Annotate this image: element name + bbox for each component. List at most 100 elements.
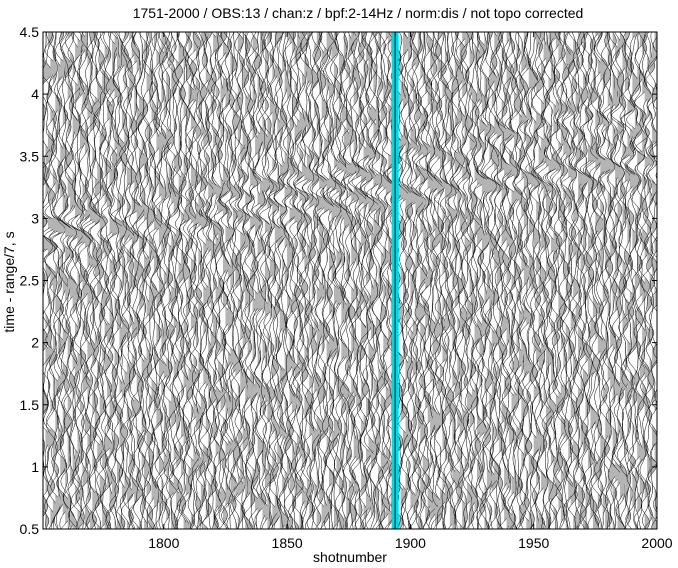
trace-wiggle: [178, 32, 195, 529]
trace-wiggle: [611, 32, 628, 529]
trace-wiggle: [541, 32, 556, 529]
trace-wiggle: [58, 32, 73, 529]
trace-wiggle: [430, 32, 445, 529]
y-tick-label: 1.5: [20, 397, 40, 413]
trace-fill: [272, 32, 280, 529]
trace-fill: [87, 32, 93, 529]
trace-wiggle: [165, 32, 179, 529]
trace-wiggle: [268, 32, 285, 529]
trace-wiggle: [182, 32, 196, 529]
trace-wiggle: [425, 32, 440, 529]
trace-wiggle: [233, 32, 248, 529]
trace-fill: [277, 32, 285, 529]
trace-fill: [583, 32, 589, 529]
trace-wiggle: [301, 32, 317, 529]
trace-wiggle: [537, 32, 553, 529]
trace-fill: [119, 32, 127, 529]
trace-wiggle: [599, 32, 617, 529]
trace-fill: [232, 32, 240, 529]
trace-fill: [629, 32, 636, 529]
trace-fill: [459, 32, 467, 529]
trace-wiggle: [231, 32, 244, 529]
trace-fill: [67, 32, 75, 529]
y-tick-label: 4.5: [20, 24, 40, 40]
trace-wiggle: [307, 32, 322, 529]
trace-wiggle: [205, 32, 218, 529]
trace-fill: [617, 32, 625, 529]
trace-wiggle: [454, 32, 470, 529]
trace-fill: [166, 32, 173, 529]
trace-wiggle: [174, 32, 188, 529]
trace-wiggle: [437, 32, 453, 529]
y-tick-label: 0.5: [20, 521, 40, 537]
trace-fill: [558, 32, 566, 529]
trace-fill: [351, 32, 360, 529]
trace-wiggle: [569, 32, 584, 529]
trace-wiggle: [300, 32, 313, 529]
trace-wiggle: [259, 32, 274, 529]
trace-fill: [415, 32, 424, 529]
trace-wiggle: [327, 32, 344, 529]
trace-fill: [267, 32, 273, 529]
trace-wiggle: [355, 32, 370, 529]
trace-wiggle: [131, 32, 146, 529]
y-tick-label: 2.5: [20, 273, 40, 289]
trace-fill: [195, 32, 204, 529]
highlight-layer: [391, 32, 399, 529]
trace-fill: [437, 32, 445, 529]
trace-wiggle: [576, 32, 589, 529]
x-axis-label: shotnumber: [313, 549, 387, 565]
trace-fill: [104, 32, 112, 529]
trace-wiggle: [284, 32, 299, 529]
trace-wiggle: [152, 32, 166, 529]
trace-fill: [178, 32, 186, 529]
trace-fill: [356, 32, 365, 529]
trace-fill: [124, 32, 131, 529]
trace-wiggle: [428, 32, 442, 529]
trace-wiggle: [512, 32, 526, 529]
trace-wiggle: [451, 32, 467, 529]
trace-wiggle: [482, 32, 497, 529]
trace-wiggle: [620, 32, 636, 529]
trace-wiggle: [122, 32, 141, 529]
trace-wiggle: [51, 32, 69, 529]
trace-fill: [370, 32, 381, 529]
trace-fill: [548, 32, 556, 529]
trace-wiggle: [648, 36, 657, 529]
trace-fill: [533, 32, 541, 529]
trace-wiggle: [376, 32, 390, 529]
trace-wiggle: [560, 32, 576, 529]
trace-fill: [136, 32, 143, 529]
trace-fill: [647, 32, 653, 529]
trace-wiggle: [142, 32, 154, 529]
trace-fill: [610, 32, 617, 529]
trace-wiggle: [352, 32, 369, 529]
trace-wiggle: [501, 32, 514, 529]
trace-fill: [368, 32, 375, 529]
trace-wiggle: [331, 32, 347, 529]
trace-fill: [568, 32, 575, 529]
trace-wiggle: [607, 32, 623, 529]
trace-fill: [60, 32, 69, 529]
trace-wiggle: [571, 32, 585, 529]
trace-wiggle: [552, 32, 568, 529]
trace-wiggle: [197, 32, 212, 529]
trace-fill: [72, 32, 81, 529]
trace-wiggle: [107, 32, 125, 529]
trace-fill: [657, 32, 662, 529]
trace-fill: [210, 32, 218, 529]
trace-fill: [536, 32, 544, 529]
trace-wiggle: [645, 32, 657, 523]
trace-wiggle: [137, 32, 152, 529]
trace-wiggle: [158, 32, 173, 529]
trace-wiggle: [94, 32, 110, 529]
trace-wiggle: [433, 32, 447, 529]
trace-fill: [607, 32, 614, 529]
trace-fill: [338, 32, 347, 529]
trace-fill: [109, 32, 117, 529]
trace-fill: [141, 32, 148, 529]
trace-wiggle: [406, 32, 422, 529]
trace-wiggle: [216, 32, 230, 529]
trace-fill: [511, 32, 521, 529]
